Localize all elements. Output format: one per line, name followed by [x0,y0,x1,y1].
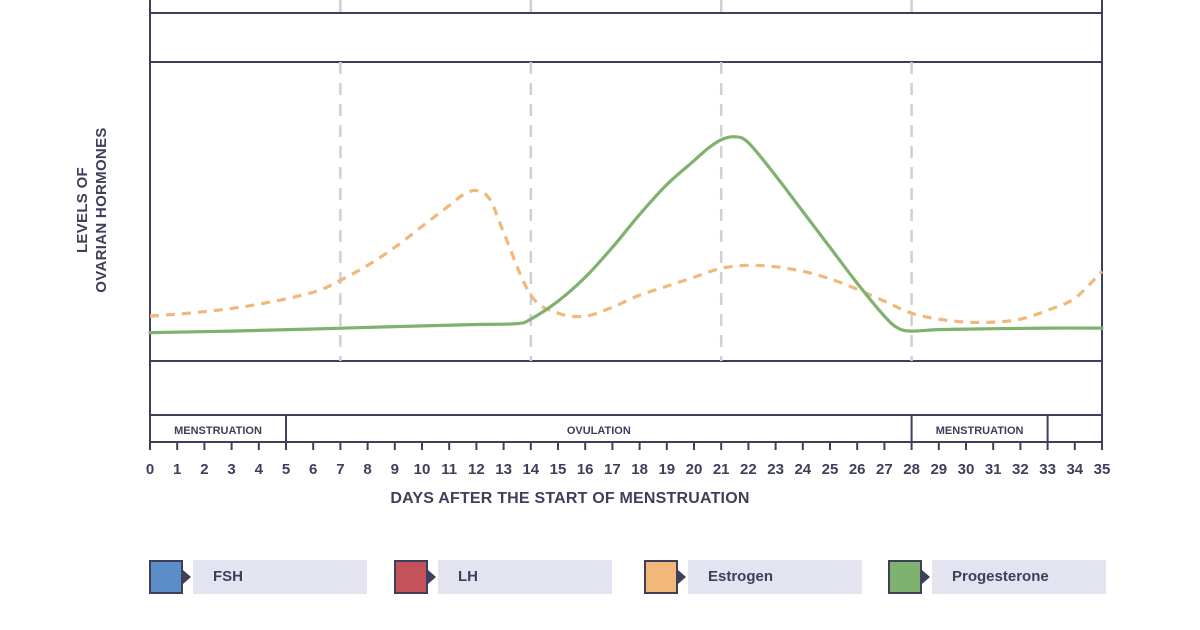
phase-label: MENSTRUATION [174,425,262,437]
legend-label-progesterone: Progesterone [952,568,1049,585]
x-tick-label: 19 [658,461,675,478]
x-tick-label: 23 [767,461,784,478]
x-tick-label: 5 [282,461,290,478]
x-tick-label: 22 [740,461,757,478]
legend-arrow-icon [183,570,191,584]
chart-frame [149,0,1103,443]
legend-arrow-icon [922,570,930,584]
legend-bar [932,560,1106,594]
x-tick-label: 33 [1039,461,1056,478]
series-line-progesterone [148,135,1104,335]
series-line-estrogen [149,188,1104,325]
legend-label-fsh: FSH [213,568,243,585]
legend-arrow-icon [678,570,686,584]
legend-swatch-lh [394,560,428,594]
phase-bar: MENSTRUATION OVULATION MENSTRUATION [174,415,1049,442]
legend-bar [193,560,367,594]
x-tick-label: 1 [173,461,181,478]
x-tick-label: 25 [822,461,839,478]
x-tick-label: 27 [876,461,893,478]
x-tick-label: 11 [441,461,457,478]
x-tick-label: 30 [958,461,975,478]
x-tick-label: 8 [363,461,371,478]
x-tick-label: 7 [336,461,344,478]
x-tick-label: 15 [550,461,567,478]
chart-gridlines [339,0,913,361]
phase-label: OVULATION [567,425,631,437]
x-tick-label: 24 [794,461,811,478]
x-tick-label: 4 [255,461,264,478]
x-tick-label: 10 [414,461,431,478]
x-tick-label: 28 [903,461,920,478]
x-tick-label: 18 [631,461,648,478]
legend-arrow-icon [428,570,436,584]
chart-series [148,135,1104,335]
phase-label: MENSTRUATION [936,425,1024,437]
y-axis-label-line-1: LEVELS OF [74,166,91,254]
legend-swatch-estrogen [644,560,678,594]
x-tick-label: 14 [522,461,539,478]
x-tick-label: 16 [577,461,594,478]
x-tick-label: 34 [1066,461,1083,478]
legend-bar [438,560,612,594]
x-tick-label: 32 [1012,461,1029,478]
x-tick-label: 12 [468,461,485,478]
x-axis-ticks: 0 1 2 3 4 5 6 7 8 9 10 11 12 13 14 15 16 17 18 19 20 21 22 23 24… [146,442,1111,478]
legend-bar [688,560,862,594]
legend-label-estrogen: Estrogen [708,568,774,585]
x-tick-label: 3 [227,461,235,478]
x-tick-label: 6 [309,461,317,478]
x-tick-label: 29 [930,461,947,478]
x-tick-label: 0 [146,461,154,478]
y-axis-label-line-2: OVARIAN HORMONES [93,127,110,293]
x-tick-label: 31 [985,461,1002,478]
legend-swatch-fsh [149,560,183,594]
x-tick-label: 21 [713,461,730,478]
x-tick-label: 2 [200,461,208,478]
x-tick-label: 9 [391,461,399,478]
legend-swatch-progesterone [888,560,922,594]
x-tick-label: 20 [686,461,703,478]
legend-label-lh: LH [458,568,478,585]
x-tick-label: 17 [604,461,621,478]
x-tick-label: 13 [495,461,512,478]
x-tick-label: 35 [1094,461,1111,478]
x-axis-title: DAYS AFTER THE START OF MENSTRUATION [390,490,750,507]
x-tick-label: 26 [849,461,866,478]
